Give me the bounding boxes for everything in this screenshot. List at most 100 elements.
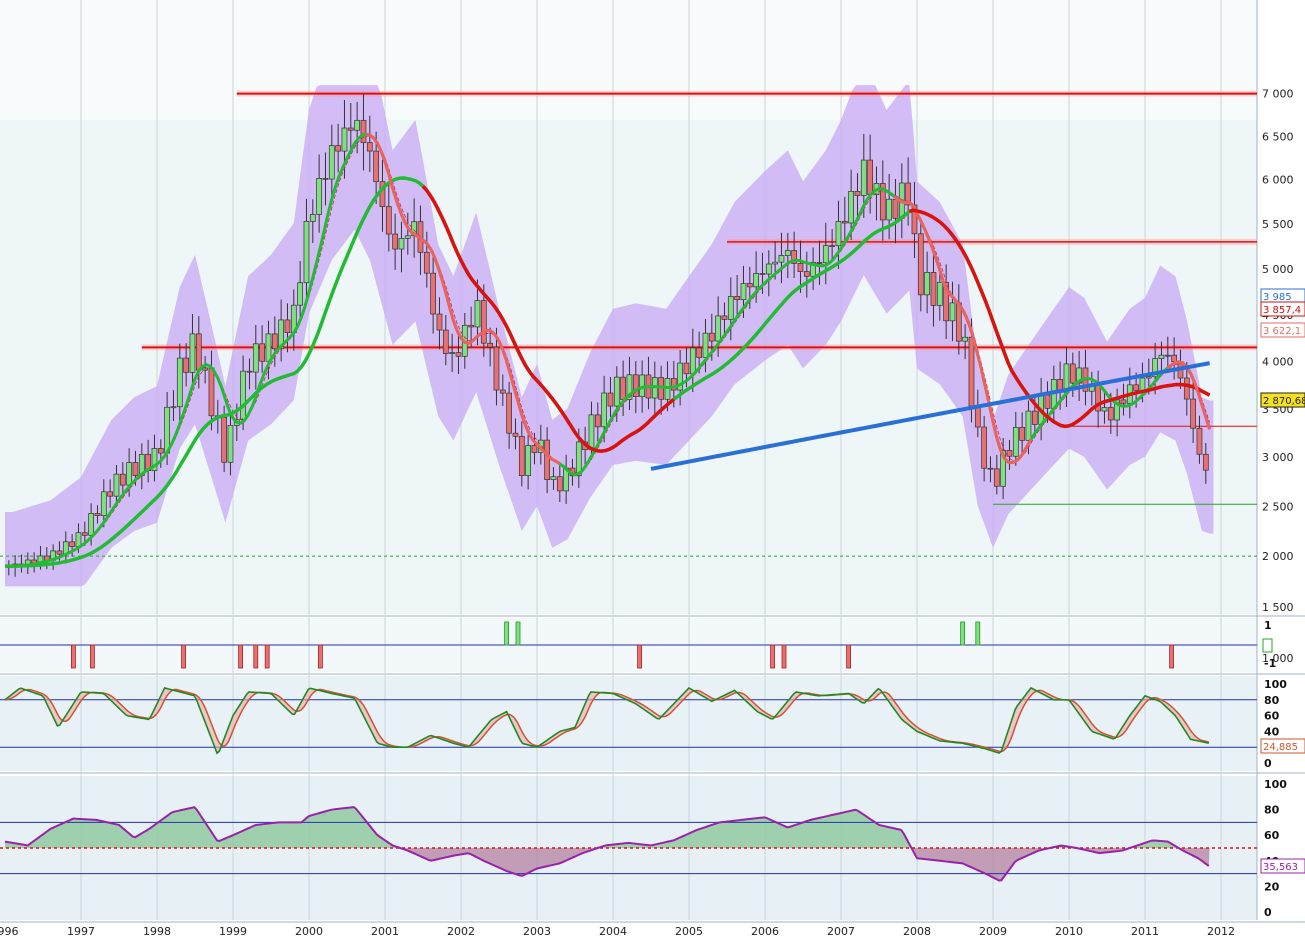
candle-body: [499, 389, 506, 394]
candle-body: [791, 250, 797, 264]
candle-body: [626, 374, 633, 400]
candle-body: [113, 473, 120, 497]
candle-body: [841, 221, 848, 224]
candle-body: [867, 159, 873, 195]
main-y-tick-label: 1 500: [1262, 601, 1294, 614]
candle-body: [284, 319, 291, 334]
candle-body: [157, 448, 164, 454]
candle-body: [632, 374, 639, 397]
candle-body: [88, 513, 94, 536]
candle-body: [487, 342, 493, 348]
x-tick-label: 2008: [903, 925, 931, 938]
candle-body: [803, 271, 810, 277]
candle-body: [259, 343, 265, 362]
x-tick-label: 2010: [1055, 925, 1083, 938]
candle-body: [715, 315, 721, 342]
stochastic-y-tick-label: 80: [1264, 694, 1280, 707]
x-tick-label: 2003: [523, 925, 551, 938]
candle-body: [822, 245, 829, 264]
rsi-line: [4, 806, 1210, 882]
candle-body: [879, 183, 886, 221]
candle-body: [176, 357, 183, 408]
candle-body: [1019, 426, 1025, 441]
candle-body: [974, 405, 981, 428]
candle-body: [981, 426, 987, 469]
candle-body: [455, 352, 462, 357]
candle-body: [1190, 398, 1196, 429]
candle-body: [702, 332, 709, 358]
candle-body: [759, 273, 766, 275]
signal-y-tick-label: -1: [1264, 657, 1276, 670]
moving-averages: [5, 132, 1212, 568]
buy-signal-bar: [975, 621, 981, 646]
candle-body: [227, 425, 234, 463]
candle-body: [670, 378, 677, 391]
candle-body: [746, 283, 753, 288]
candle-body: [309, 214, 316, 222]
candle-body: [810, 262, 816, 277]
candle-body: [550, 476, 557, 480]
buy-signal-bar: [960, 621, 965, 646]
candle-body: [328, 145, 335, 180]
candle-body: [905, 182, 911, 206]
candle-body: [911, 204, 918, 235]
candle-body: [1044, 394, 1051, 409]
candle-body: [544, 439, 550, 480]
candle-body: [1012, 426, 1019, 457]
candle-body: [303, 221, 310, 284]
candle-body: [924, 272, 930, 296]
candle-body: [917, 233, 924, 296]
sell-signal-bar: [1169, 644, 1174, 669]
signal-y-tick-label: 1: [1264, 619, 1272, 632]
candle-body: [987, 467, 994, 470]
x-tick-label: 2000: [295, 925, 323, 938]
candle-body: [126, 462, 132, 486]
candle-body: [531, 445, 538, 453]
candle-body: [107, 491, 113, 497]
candle-body: [613, 376, 620, 407]
main-y-tick-label: 7 000: [1262, 88, 1294, 101]
candle-body: [221, 417, 227, 463]
candle-body: [347, 127, 354, 131]
stochastic-last-value: 24,885: [1263, 742, 1298, 753]
ma-short-red-2008: [893, 195, 1033, 465]
candle-body: [588, 414, 595, 451]
candle-body: [518, 435, 525, 476]
candle-body: [1025, 410, 1032, 441]
candle-body: [993, 468, 1000, 487]
candle-body: [708, 332, 715, 342]
candle-body: [170, 406, 177, 409]
main-y-tick-label: 3 000: [1262, 451, 1294, 464]
x-tick-label: 2012: [1207, 925, 1235, 938]
buy-signal-bar: [504, 621, 510, 646]
candle-body: [1196, 427, 1203, 455]
signal-zero-tag: [1262, 638, 1273, 653]
candle-body: [848, 190, 854, 224]
sell-signal-bar: [317, 644, 323, 669]
x-tick-label: 2002: [447, 925, 475, 938]
candle-body: [373, 150, 379, 182]
candle-body: [772, 261, 778, 265]
last-value-tag-box: [1260, 301, 1305, 317]
candle-body: [322, 178, 329, 180]
candle-body: [404, 235, 411, 239]
rsi-y-tick-label: 100: [1264, 778, 1287, 791]
main-y-tick-label: 6 000: [1262, 174, 1294, 187]
candle-body: [525, 445, 531, 476]
candle-body: [335, 145, 341, 152]
candle-body: [449, 352, 455, 354]
candle-body: [75, 532, 82, 547]
candle-body: [1101, 407, 1108, 412]
candle-body: [208, 367, 215, 417]
candle-body: [271, 333, 278, 350]
stochastic-oscillator: [0, 686, 1257, 755]
ma-long-red-2008: [908, 208, 1211, 429]
candle-body: [392, 233, 398, 250]
rsi-y-tick-label: 20: [1264, 880, 1280, 893]
stochastic-k-line: [4, 686, 1210, 755]
last-value-tag-label: 2 870,68: [1263, 396, 1305, 407]
candle-body: [480, 300, 487, 344]
stochastic-panel-background: [0, 676, 1257, 771]
candle-body: [689, 347, 696, 375]
